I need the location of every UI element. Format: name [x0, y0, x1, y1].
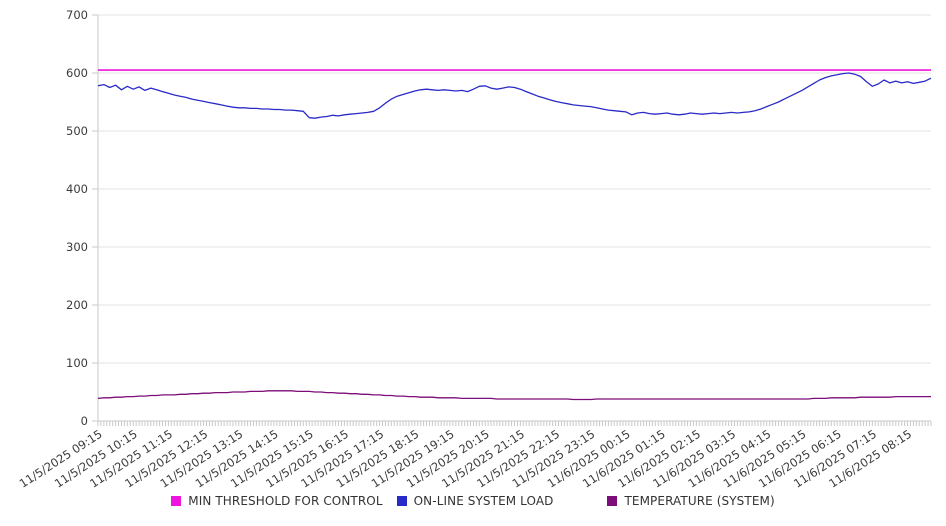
- legend-swatch-min-threshold: [171, 496, 182, 506]
- legend-item-temperature[interactable]: TEMPERATURE (SYSTEM): [607, 494, 775, 508]
- y-tick-label: 600: [66, 66, 88, 80]
- series-line: [97, 390, 931, 401]
- legend-swatch-system-load: [396, 496, 407, 506]
- legend-label-system-load: ON-LINE SYSTEM LOAD: [413, 494, 554, 508]
- legend-swatch-temperature: [607, 496, 618, 506]
- y-tick-label: 500: [66, 124, 88, 138]
- legend-label-min-threshold: MIN THRESHOLD FOR CONTROL: [188, 494, 383, 508]
- y-tick-label: 700: [66, 8, 88, 22]
- y-tick-label: 400: [66, 182, 88, 196]
- y-tick-label: 200: [66, 298, 88, 312]
- legend-label-temperature: TEMPERATURE (SYSTEM): [624, 494, 775, 508]
- series-line: [97, 72, 932, 119]
- chart-legend: MIN THRESHOLD FOR CONTROL ON-LINE SYSTEM…: [0, 494, 946, 508]
- legend-item-min-threshold[interactable]: MIN THRESHOLD FOR CONTROL: [171, 494, 383, 508]
- y-tick-label: 300: [66, 240, 88, 254]
- y-tick-label: 100: [66, 356, 88, 370]
- y-tick-label: 0: [81, 414, 88, 428]
- legend-item-system-load[interactable]: ON-LINE SYSTEM LOAD: [396, 494, 554, 508]
